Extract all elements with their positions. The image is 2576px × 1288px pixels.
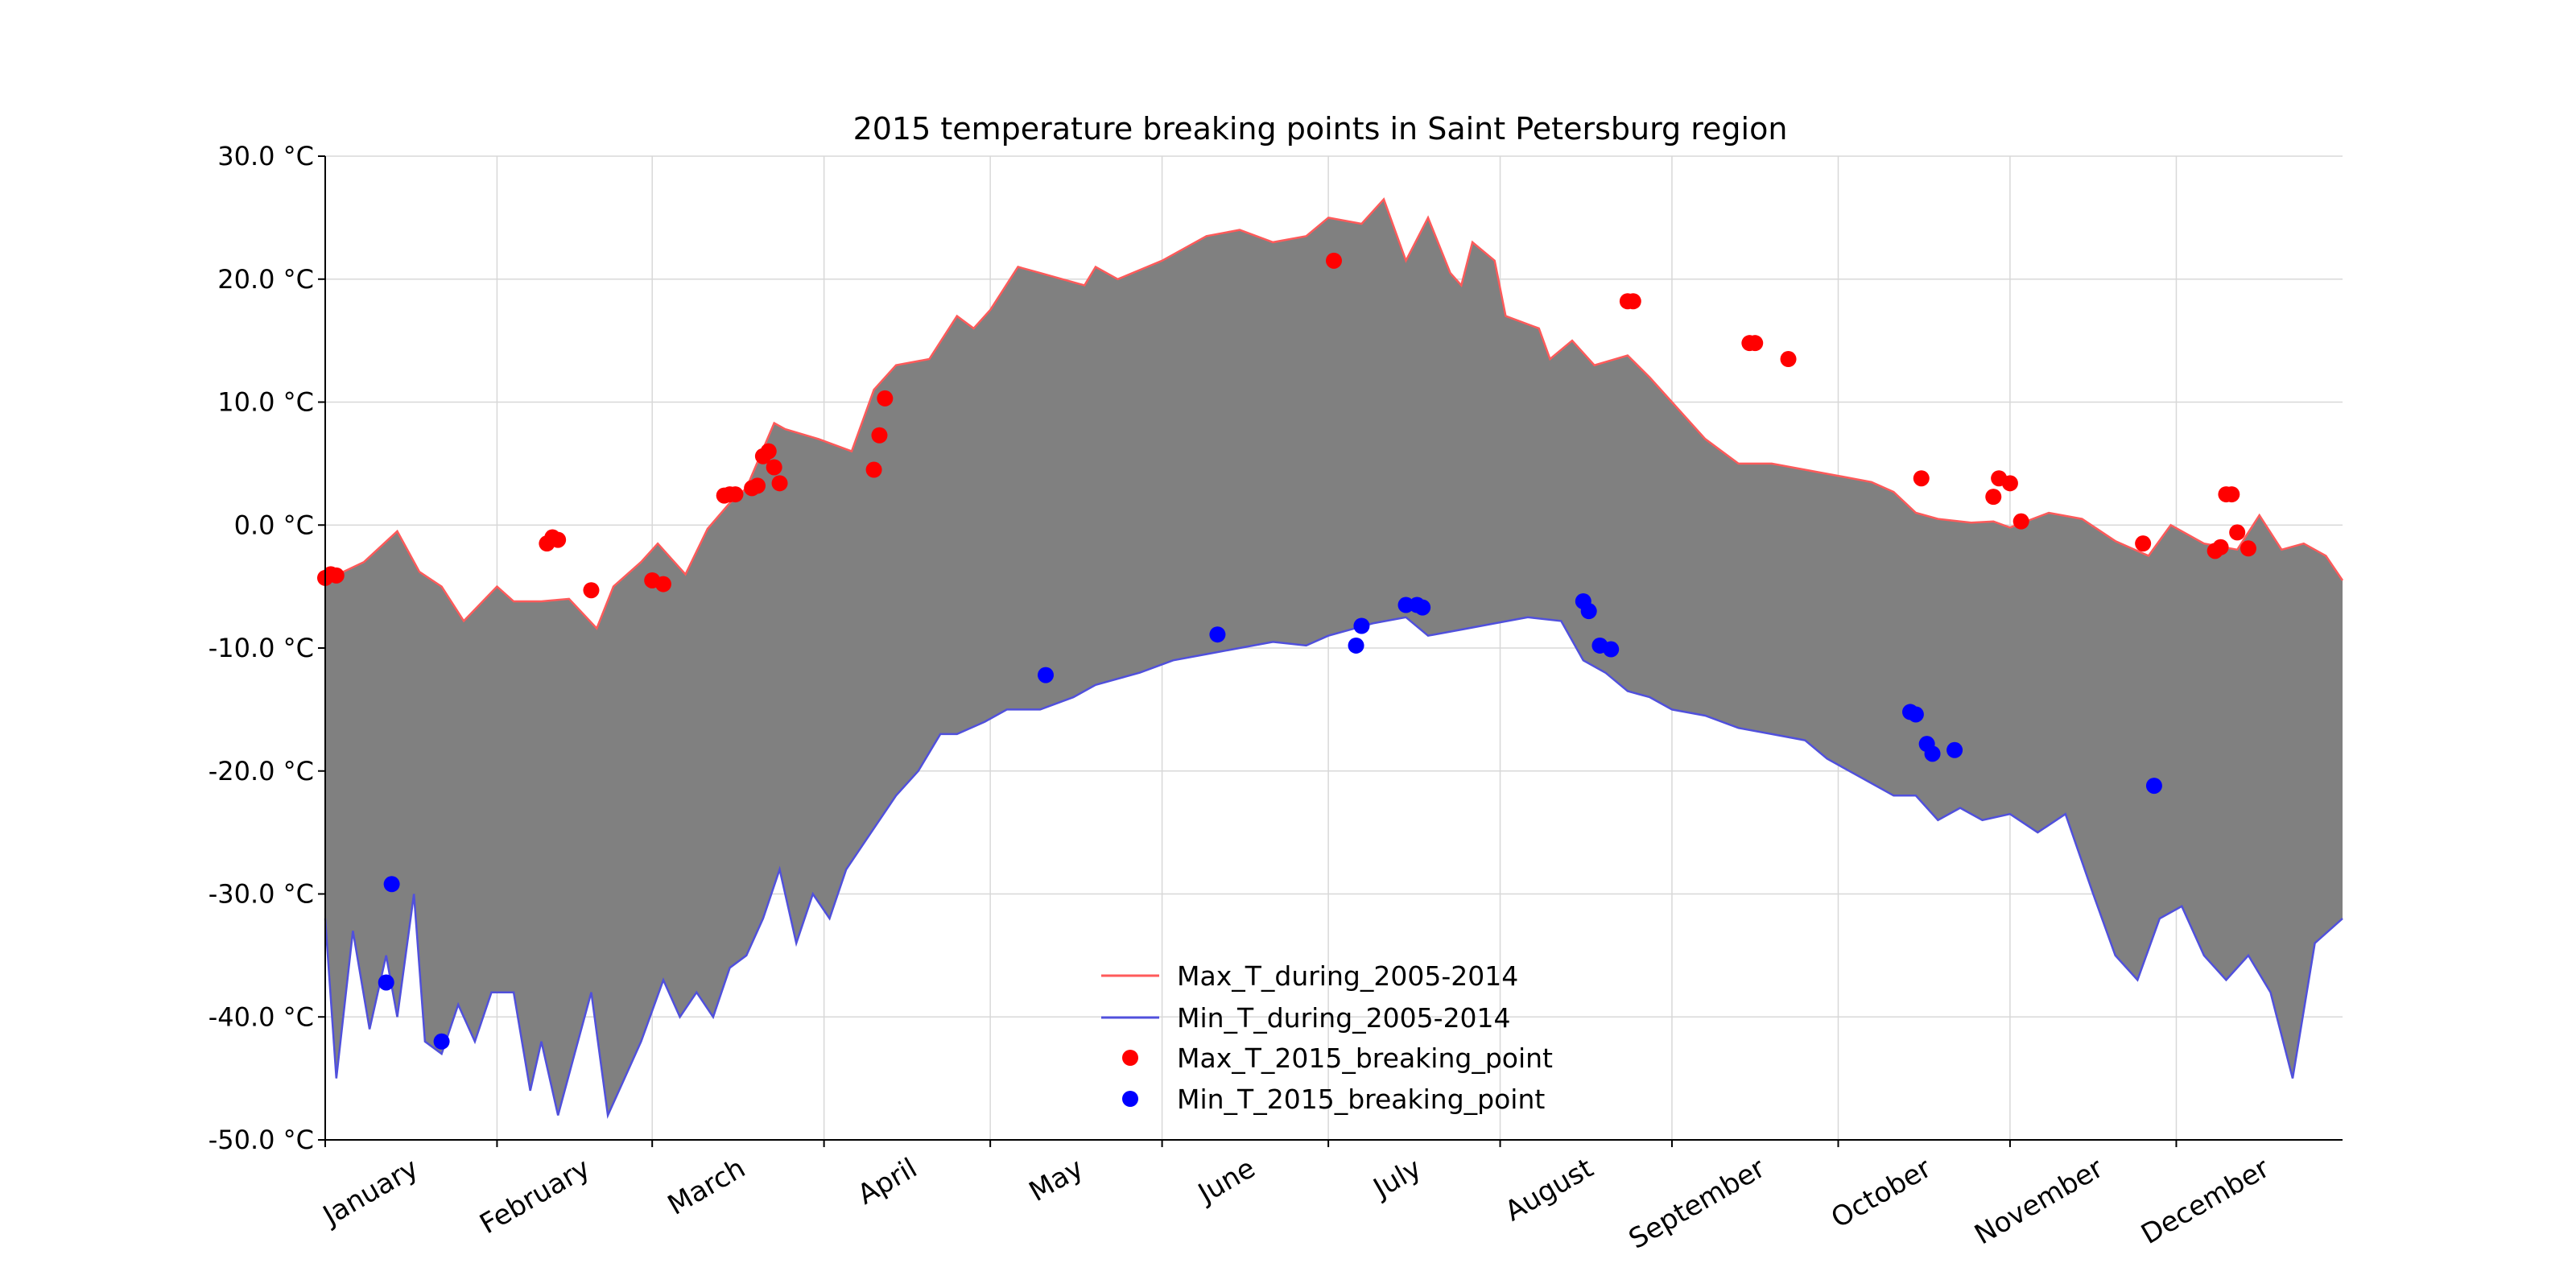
min-breaking-point [2145, 778, 2162, 795]
y-tick-label: -30.0 °C [208, 879, 314, 910]
legend-label: Max_T_during_2005-2014 [1177, 960, 1518, 992]
legend-marker-swatch [1122, 1091, 1138, 1107]
min-breaking-point [378, 974, 394, 991]
max-breaking-point [1780, 351, 1797, 368]
x-tick-label: December [2136, 1152, 2275, 1251]
max-breaking-point [550, 531, 567, 548]
max-breaking-point [654, 576, 671, 592]
max-breaking-point [2013, 513, 2029, 530]
y-tick-label: -40.0 °C [208, 1001, 314, 1032]
x-tick-label: April [852, 1152, 923, 1212]
x-tick-label: July [1367, 1152, 1427, 1205]
max-breaking-point [2229, 524, 2246, 541]
x-tick-label: October [1826, 1152, 1937, 1235]
min-breaking-point [1209, 626, 1226, 643]
min-breaking-point [1924, 745, 1941, 762]
min-breaking-point [1397, 597, 1414, 613]
min-breaking-points [378, 592, 2162, 1050]
max-breaking-point [749, 477, 766, 494]
max-breaking-point [2223, 486, 2240, 503]
max-breaking-point [2212, 539, 2229, 555]
legend-label: Max_T_2015_breaking_point [1177, 1042, 1553, 1074]
max-breaking-point [771, 475, 788, 492]
max-breaking-point [1913, 470, 1930, 487]
max-breaking-point [766, 459, 782, 476]
x-tick-label: May [1024, 1152, 1089, 1208]
max-breaking-point [2135, 535, 2152, 552]
min-breaking-point [1348, 637, 1364, 654]
max-breaking-point [877, 390, 894, 407]
legend: Max_T_during_2005-2014 Min_T_during_2005-… [1101, 960, 1553, 1115]
min-breaking-point [1038, 667, 1054, 683]
min-temperature-line [324, 616, 2343, 1119]
max-breaking-point [1985, 489, 2002, 506]
y-tick-label: -10.0 °C [208, 633, 314, 663]
max-breaking-point [2001, 475, 2018, 492]
max-breaking-point [1747, 335, 1764, 352]
max-breaking-point [328, 567, 345, 584]
min-breaking-point [1414, 599, 1431, 616]
y-tick-label: 10.0 °C [217, 387, 314, 418]
max-breaking-points [317, 252, 2256, 599]
min-breaking-point [1580, 603, 1597, 620]
y-tick-label: 0.0 °C [234, 510, 314, 540]
x-tick-label: August [1500, 1152, 1599, 1228]
min-breaking-point [1353, 617, 1370, 634]
x-tick-label: September [1624, 1152, 1771, 1256]
x-tick-label: March [663, 1152, 751, 1221]
max-breaking-point [760, 443, 777, 460]
range-fill-area [325, 199, 2343, 1116]
y-tick-label: -20.0 °C [208, 756, 314, 786]
max-breaking-point [583, 582, 600, 599]
chart-title: 2015 temperature breaking points in Sain… [853, 111, 1788, 147]
max-breaking-point [865, 461, 882, 478]
max-breaking-point [727, 486, 744, 503]
legend-marker-swatch [1122, 1050, 1138, 1066]
min-breaking-point [1603, 641, 1620, 658]
max-temperature-line [324, 197, 2344, 630]
min-breaking-point [1907, 706, 1924, 723]
x-tick-label: February [474, 1152, 595, 1241]
x-tick-label: January [316, 1152, 423, 1232]
max-breaking-point [2240, 540, 2256, 557]
legend-label: Min_T_during_2005-2014 [1177, 1002, 1511, 1034]
legend-label: Min_T_2015_breaking_point [1177, 1084, 1545, 1115]
max-breaking-point [1624, 293, 1641, 310]
x-tick-label: June [1191, 1152, 1261, 1211]
max-breaking-point [871, 427, 888, 444]
y-tick-label: 20.0 °C [217, 264, 314, 295]
max-breaking-point [1326, 252, 1342, 269]
min-breaking-point [433, 1033, 450, 1050]
x-tick-label: November [1969, 1152, 2108, 1251]
y-tick-label: 30.0 °C [217, 141, 314, 171]
min-breaking-point [383, 876, 400, 893]
min-breaking-point [1946, 741, 1963, 758]
y-tick-label: -50.0 °C [208, 1125, 314, 1155]
